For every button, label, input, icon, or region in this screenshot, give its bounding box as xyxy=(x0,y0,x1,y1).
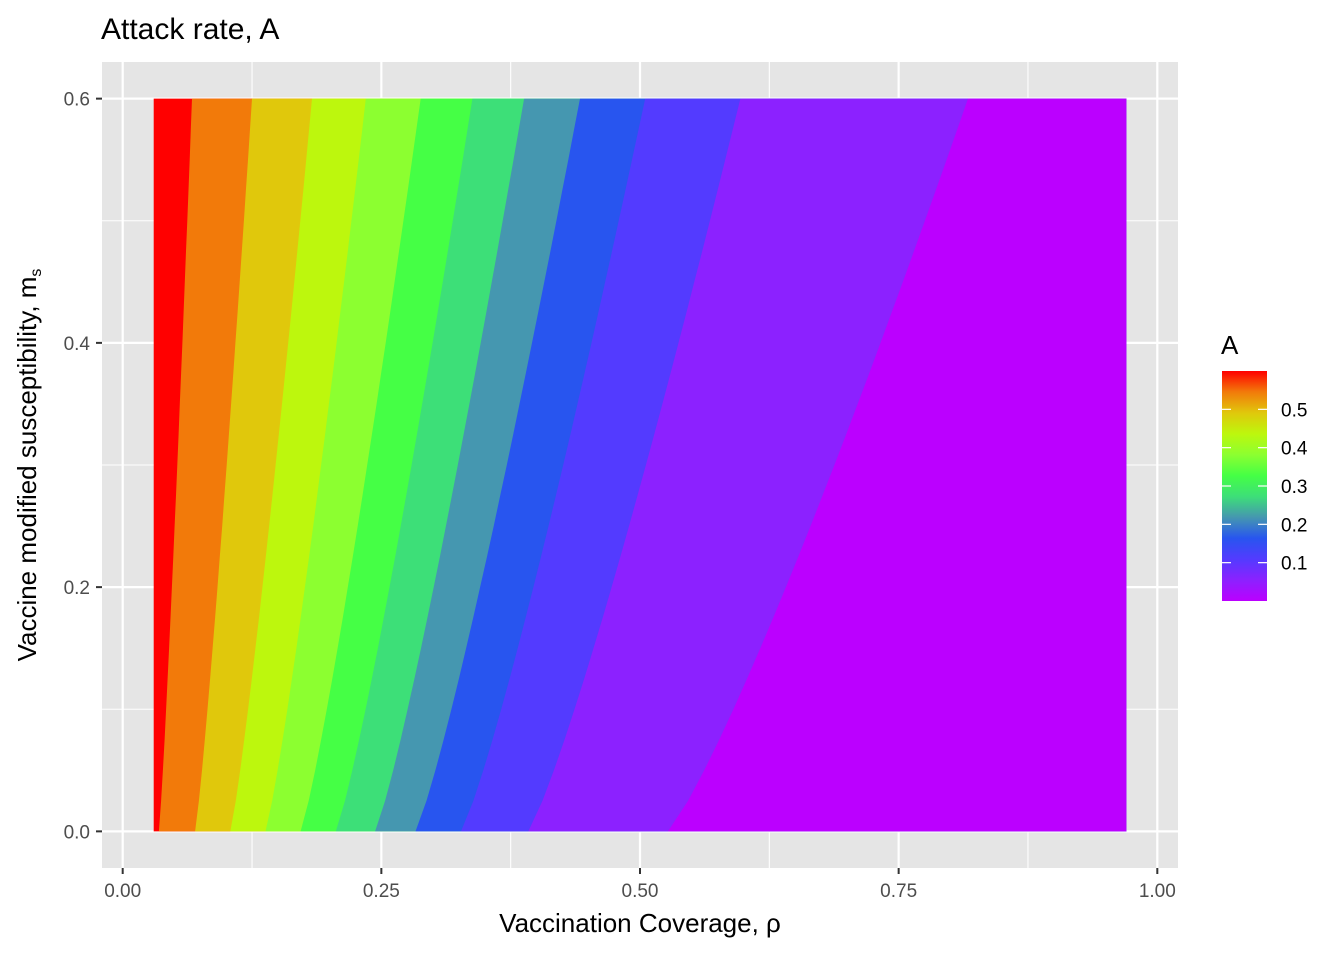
y-axis: 0.0 0.2 0.4 0.6 xyxy=(64,90,102,843)
y-tick-label: 0.0 xyxy=(64,822,90,843)
y-tick-label: 0.6 xyxy=(64,90,90,111)
x-tick-label: 0.50 xyxy=(622,881,659,902)
x-tick-label: 1.00 xyxy=(1139,881,1176,902)
legend-tick-label: 0.3 xyxy=(1281,477,1307,498)
legend-tick-label: 0.5 xyxy=(1281,400,1307,421)
legend-ticks: 0.1 0.2 0.3 0.4 0.5 xyxy=(1222,400,1308,575)
legend-tick-label: 0.1 xyxy=(1281,554,1307,575)
x-tick-label: 0.00 xyxy=(104,881,141,902)
x-axis-title: Vaccination Coverage, ρ xyxy=(499,908,781,938)
x-tick-label: 0.75 xyxy=(880,881,917,902)
y-tick-label: 0.2 xyxy=(64,578,90,599)
x-tick-label: 0.25 xyxy=(363,881,400,902)
legend-title: A xyxy=(1221,330,1239,360)
y-tick-label: 0.4 xyxy=(64,334,91,355)
legend-tick-label: 0.2 xyxy=(1281,515,1307,536)
y-axis-title-subscript: s xyxy=(28,269,45,277)
contour-band xyxy=(667,98,1127,832)
y-axis-title: Vaccine modified susceptibility, ms xyxy=(12,269,45,662)
color-legend: A 0.1 0.2 0.3 0.4 0.5 xyxy=(1221,330,1308,601)
legend-tick-label: 0.4 xyxy=(1281,439,1308,460)
x-axis: 0.00 0.25 0.50 0.75 1.00 xyxy=(104,868,1176,902)
y-axis-title-main: Vaccine modified susceptibility, m xyxy=(12,277,42,662)
chart-title: Attack rate, A xyxy=(101,13,279,46)
contour-bands xyxy=(153,98,1127,832)
